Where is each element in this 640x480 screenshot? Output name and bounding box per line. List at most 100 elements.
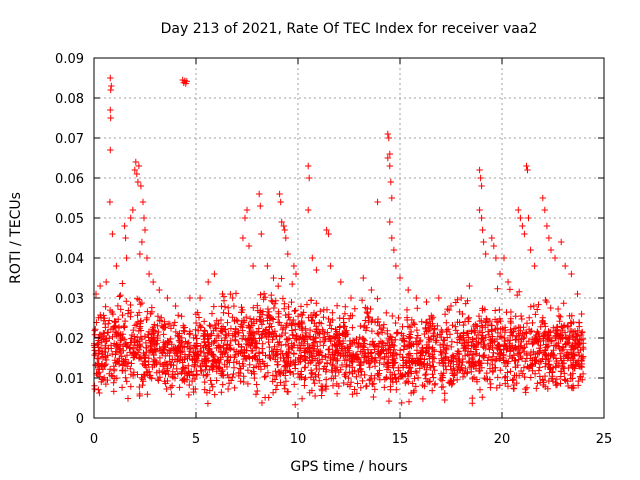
data-point — [117, 292, 124, 299]
data-point — [201, 386, 208, 393]
data-point — [261, 373, 268, 381]
data-point — [220, 309, 227, 316]
data-point — [200, 371, 207, 379]
data-point — [374, 295, 381, 302]
data-point — [283, 354, 291, 361]
data-point — [302, 374, 309, 382]
data-point — [179, 347, 186, 355]
data-point — [287, 369, 294, 376]
data-point — [412, 383, 419, 390]
data-point — [290, 370, 297, 378]
data-point — [550, 342, 558, 349]
data-point — [120, 322, 127, 330]
data-point — [155, 377, 162, 384]
data-point — [246, 361, 253, 368]
data-point — [292, 361, 299, 368]
data-point — [494, 324, 501, 332]
data-point — [430, 355, 438, 362]
data-point — [260, 360, 268, 367]
data-point — [113, 332, 120, 340]
data-point — [446, 331, 454, 338]
data-point — [460, 329, 467, 336]
data-point — [210, 303, 217, 310]
data-point — [385, 346, 393, 353]
data-point — [452, 299, 459, 306]
data-point — [496, 270, 504, 278]
data-point — [537, 342, 544, 349]
data-point — [475, 358, 482, 366]
data-point — [213, 368, 220, 375]
data-point — [243, 313, 250, 321]
data-point — [205, 349, 212, 356]
data-point — [95, 355, 102, 363]
data-point — [479, 324, 486, 331]
data-point — [500, 357, 507, 364]
data-point — [363, 382, 370, 390]
data-point — [116, 355, 123, 362]
data-point — [119, 367, 126, 374]
data-point — [213, 317, 220, 324]
data-point — [240, 378, 247, 386]
data-point — [358, 297, 366, 304]
data-point — [163, 360, 170, 368]
data-point — [334, 334, 342, 341]
data-point — [235, 369, 242, 376]
data-point — [359, 377, 366, 385]
data-point — [289, 280, 296, 288]
data-point — [383, 366, 391, 373]
data-point — [476, 166, 483, 174]
data-point — [503, 343, 510, 350]
data-point — [143, 364, 150, 371]
data-point — [271, 300, 279, 307]
data-point — [216, 364, 223, 371]
data-point — [377, 338, 385, 345]
data-point — [579, 328, 586, 336]
data-point — [305, 206, 312, 214]
data-point — [125, 307, 132, 314]
data-point — [278, 342, 285, 349]
data-point — [470, 361, 478, 368]
data-point — [467, 348, 474, 355]
data-point — [388, 194, 395, 202]
data-point — [422, 324, 429, 332]
data-point — [225, 304, 232, 311]
data-point — [315, 348, 322, 356]
data-point — [515, 372, 523, 379]
data-point — [140, 214, 148, 222]
data-point — [318, 392, 325, 399]
data-point — [348, 340, 356, 347]
data-point — [404, 323, 412, 330]
data-point — [521, 344, 528, 351]
data-point — [230, 370, 237, 378]
data-point — [276, 338, 283, 345]
data-point — [181, 328, 188, 335]
data-point — [158, 314, 165, 321]
data-point — [200, 332, 207, 339]
data-point — [414, 305, 421, 312]
data-point — [267, 355, 274, 362]
data-point — [290, 262, 298, 270]
data-point — [404, 343, 411, 350]
data-point — [365, 353, 372, 360]
data-point — [107, 106, 114, 114]
data-point — [368, 341, 376, 348]
data-point — [285, 314, 292, 321]
data-point — [341, 357, 348, 364]
data-point — [537, 323, 544, 330]
data-point — [115, 324, 123, 332]
data-point — [143, 316, 150, 323]
data-point — [580, 345, 587, 353]
data-point — [547, 246, 555, 254]
data-point — [539, 194, 546, 202]
data-point — [429, 371, 436, 378]
data-point — [360, 274, 367, 282]
data-point — [448, 338, 456, 345]
data-point — [512, 313, 519, 320]
data-point — [110, 388, 117, 395]
data-point — [408, 357, 416, 364]
data-point — [441, 390, 448, 397]
data-point — [527, 303, 534, 310]
data-point — [408, 368, 415, 375]
data-point — [316, 330, 323, 337]
data-point — [285, 342, 292, 350]
